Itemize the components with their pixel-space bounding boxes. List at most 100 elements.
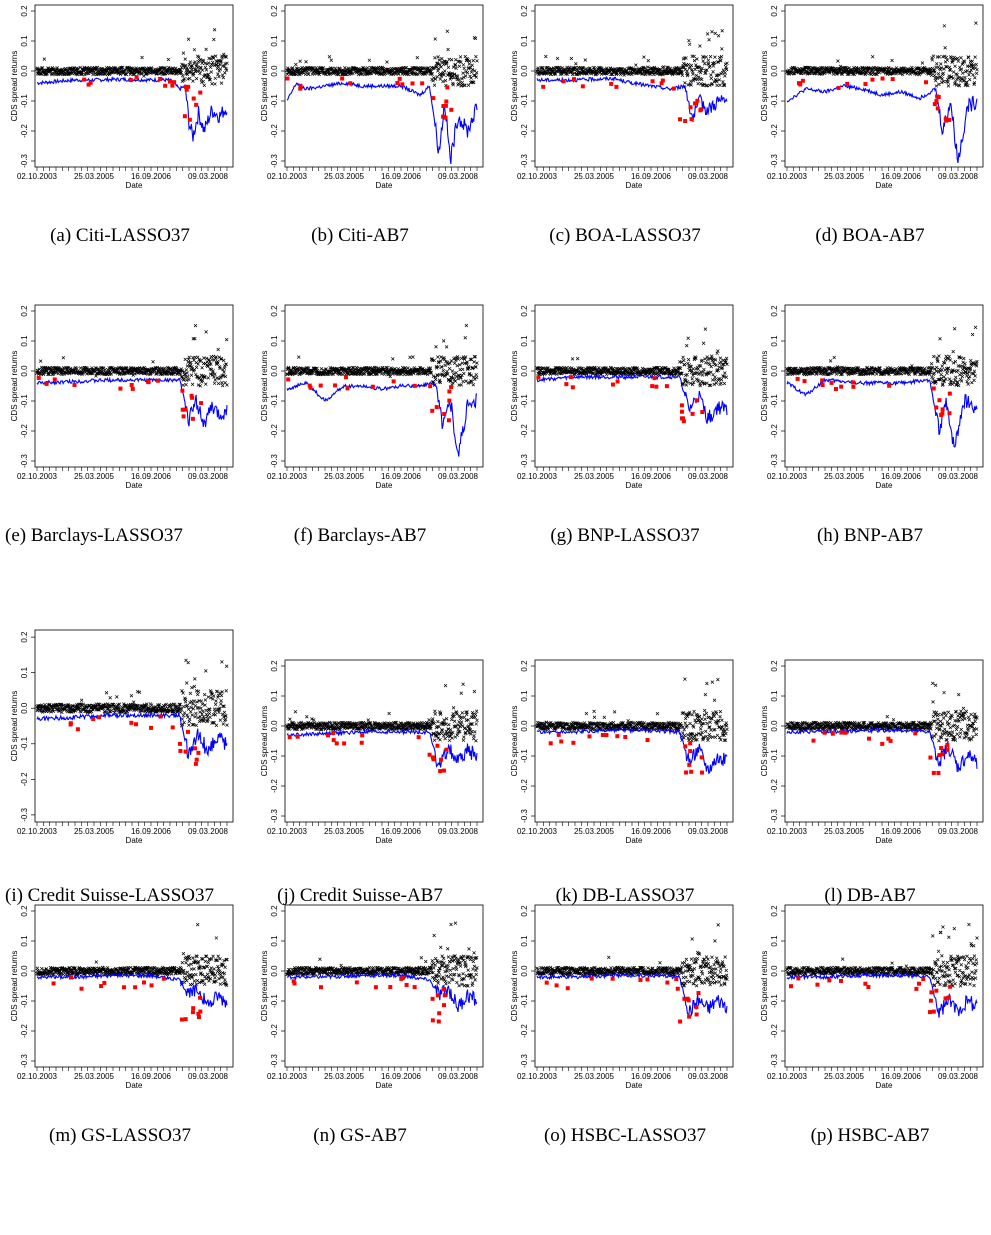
exceedance-point xyxy=(318,383,323,388)
y-axis-label: CDS spread returns xyxy=(510,51,519,122)
return-point xyxy=(692,54,696,59)
return-point xyxy=(716,349,720,353)
return-point xyxy=(184,368,189,372)
return-point xyxy=(193,336,197,341)
y-tick-label: 0.2 xyxy=(770,5,779,17)
return-point xyxy=(91,72,95,77)
return-point xyxy=(438,63,442,67)
return-point xyxy=(221,373,226,378)
return-point xyxy=(544,54,548,59)
return-point xyxy=(406,72,411,77)
return-point xyxy=(435,373,440,378)
return-point xyxy=(436,69,440,73)
exceedance-point xyxy=(935,106,940,111)
return-point xyxy=(128,366,133,370)
return-point xyxy=(713,31,718,36)
return-point xyxy=(570,357,575,361)
exceedance-point xyxy=(298,84,303,89)
y-tick-label: 0.1 xyxy=(520,35,529,47)
return-point xyxy=(471,365,475,370)
return-point xyxy=(966,376,971,381)
return-point xyxy=(934,365,939,370)
return-point xyxy=(718,356,723,360)
return-point xyxy=(681,355,685,360)
return-point xyxy=(946,84,951,88)
return-point xyxy=(201,79,205,84)
return-point xyxy=(711,70,715,74)
return-point xyxy=(696,81,700,86)
exceedance-point xyxy=(940,411,945,416)
return-point xyxy=(565,65,569,70)
return-point xyxy=(306,366,311,370)
return-point xyxy=(321,65,325,70)
return-point xyxy=(968,70,972,74)
return-point xyxy=(888,71,893,76)
return-point xyxy=(680,371,684,376)
return-point xyxy=(181,51,186,55)
return-point xyxy=(360,72,365,76)
return-point xyxy=(306,72,311,76)
return-point xyxy=(972,80,977,85)
return-point xyxy=(222,370,226,374)
return-point xyxy=(415,55,420,60)
return-point xyxy=(442,357,447,362)
y-axis-label: CDS spread returns xyxy=(260,51,269,122)
return-point xyxy=(689,83,693,87)
return-point xyxy=(704,361,708,365)
return-point xyxy=(191,79,195,83)
return-point xyxy=(457,77,461,82)
exceedance-point xyxy=(940,407,945,412)
return-point xyxy=(206,376,211,380)
return-point xyxy=(179,65,184,70)
exceedance-point xyxy=(444,99,449,104)
return-point xyxy=(171,366,176,371)
return-point xyxy=(702,82,707,86)
return-point xyxy=(972,369,977,374)
return-point xyxy=(432,76,436,80)
return-point xyxy=(434,65,438,69)
y-tick-label: -0.2 xyxy=(520,424,529,438)
return-point xyxy=(187,355,192,359)
return-point xyxy=(825,66,830,71)
var-line xyxy=(786,377,978,448)
return-point xyxy=(454,371,458,375)
return-point xyxy=(714,363,718,367)
return-point xyxy=(955,73,959,77)
return-point xyxy=(212,375,216,379)
return-point xyxy=(939,66,944,70)
exceedance-point xyxy=(198,90,203,95)
return-point xyxy=(185,371,189,375)
return-point xyxy=(408,371,413,376)
return-point xyxy=(691,380,696,385)
return-point xyxy=(708,383,713,388)
return-point xyxy=(687,42,692,47)
return-point xyxy=(140,55,144,60)
return-point xyxy=(723,74,727,78)
return-point xyxy=(852,65,856,70)
return-point xyxy=(570,72,575,77)
return-point xyxy=(287,366,291,371)
return-point xyxy=(831,72,836,76)
return-point xyxy=(286,366,290,371)
y-tick-label: -0.3 xyxy=(520,454,529,468)
return-point xyxy=(938,336,942,341)
return-point xyxy=(445,29,450,33)
return-point xyxy=(432,358,436,363)
return-point xyxy=(194,76,199,81)
exceedance-point xyxy=(308,385,313,390)
y-axis-label: CDS spread returns xyxy=(10,691,19,762)
return-point xyxy=(973,76,977,80)
return-point xyxy=(661,65,666,69)
return-point xyxy=(433,37,438,41)
return-point xyxy=(655,365,659,370)
return-point xyxy=(101,366,105,370)
exceedance-point xyxy=(52,377,57,382)
return-point xyxy=(455,354,460,359)
y-axis-label: CDS spread returns xyxy=(510,351,519,422)
return-point xyxy=(445,369,449,374)
exceedance-point xyxy=(181,414,186,419)
return-point xyxy=(549,72,553,77)
chart-panel: 0.2 0.1 0.0 -0.1 -0.2 -0.3 CDS spread returns 0… xyxy=(250,304,493,497)
return-point xyxy=(441,368,446,373)
return-point xyxy=(717,73,721,77)
